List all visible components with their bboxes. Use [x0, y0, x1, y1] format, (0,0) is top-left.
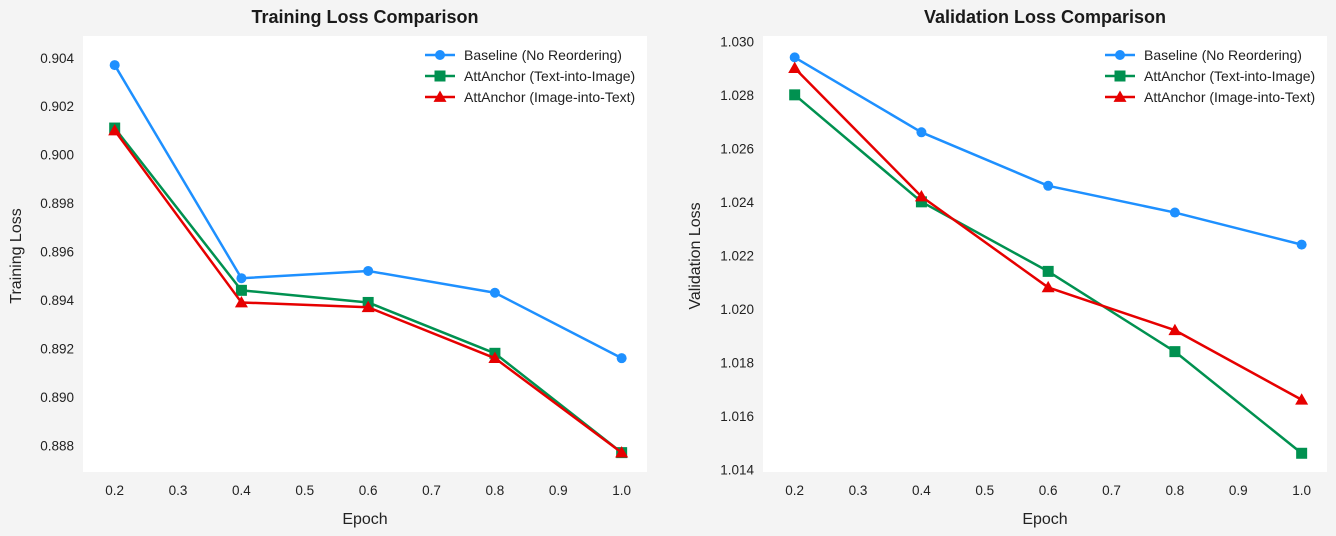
series-1-point — [1169, 346, 1181, 358]
x-axis-label: Epoch — [1022, 511, 1067, 528]
legend: Baseline (No Reordering) AttAnchor (Text-… — [1105, 47, 1315, 105]
legend-marker-1 — [434, 70, 446, 82]
y-tick-label: 0.904 — [40, 51, 74, 66]
series-0-point — [109, 60, 120, 71]
series-0-point — [363, 265, 374, 276]
chart-title: Training Loss Comparison — [251, 7, 478, 27]
x-tick-label: 0.6 — [1039, 483, 1058, 498]
y-tick-label: 1.026 — [720, 141, 754, 156]
x-tick-label: 1.0 — [1292, 483, 1311, 498]
series-1-point — [235, 284, 247, 296]
x-tick-label: 0.3 — [169, 483, 188, 498]
series-0-point — [1296, 239, 1307, 250]
series-2-point — [488, 351, 502, 364]
y-tick-label: 1.014 — [720, 462, 754, 477]
legend-label-1: AttAnchor (Text-into-Image) — [464, 68, 635, 84]
series-1-point — [1042, 265, 1054, 277]
y-tick-label: 1.024 — [720, 195, 754, 210]
series-0-point — [1043, 180, 1054, 191]
legend-marker-0 — [435, 50, 445, 60]
y-tick-label: 1.028 — [720, 88, 754, 103]
series-0-point — [616, 353, 627, 364]
chart-title: Validation Loss Comparison — [924, 7, 1166, 27]
validation-loss-chart: Validation Loss Comparison Epoch Validat… — [687, 7, 1327, 528]
legend: Baseline (No Reordering) AttAnchor (Text-… — [425, 47, 635, 105]
x-tick-label: 0.9 — [549, 483, 568, 498]
legend-marker-1 — [1114, 70, 1126, 82]
y-tick-label: 0.894 — [40, 293, 74, 308]
series-0-point — [1169, 207, 1180, 218]
x-tick-label: 0.5 — [975, 483, 994, 498]
y-tick-labels: 0.888 0.890 0.892 0.894 0.896 0.898 0.900 0.902… — [40, 51, 74, 454]
legend-label-0: Baseline (No Reordering) — [464, 47, 622, 63]
y-tick-label: 1.030 — [720, 34, 754, 49]
series-2-point — [1041, 280, 1055, 293]
series-1-point — [915, 196, 927, 208]
legend-label-2: AttAnchor (Image-into-Text) — [464, 89, 635, 105]
x-tick-label: 0.4 — [232, 483, 251, 498]
x-tick-label: 0.7 — [1102, 483, 1121, 498]
y-tick-label: 0.890 — [40, 390, 74, 405]
legend-label-2: AttAnchor (Image-into-Text) — [1144, 89, 1315, 105]
x-tick-label: 0.6 — [359, 483, 378, 498]
y-tick-label: 0.888 — [40, 438, 74, 453]
series-0-point — [789, 52, 800, 63]
legend-label-0: Baseline (No Reordering) — [1144, 47, 1302, 63]
x-tick-label: 0.8 — [1166, 483, 1185, 498]
legend-marker-2 — [1113, 90, 1127, 102]
x-tick-label: 1.0 — [612, 483, 631, 498]
series-2-point — [615, 446, 629, 458]
legend-marker-2 — [433, 90, 447, 102]
y-tick-label: 0.892 — [40, 341, 74, 356]
x-tick-label: 0.2 — [105, 483, 124, 498]
x-tick-labels: 0.2 0.3 0.4 0.5 0.6 0.7 0.8 0.9 1.0 — [105, 483, 631, 498]
y-tick-label: 0.902 — [40, 99, 74, 114]
series-1-point — [789, 89, 801, 101]
series-layer — [788, 52, 1309, 459]
series-2-point — [914, 189, 928, 202]
x-tick-label: 0.2 — [785, 483, 804, 498]
series-0-point — [236, 273, 247, 284]
x-tick-label: 0.4 — [912, 483, 931, 498]
series-2-point — [234, 295, 248, 308]
series-2-point — [1295, 393, 1309, 405]
series-0-point — [489, 287, 500, 298]
x-axis-label: Epoch — [342, 511, 387, 528]
y-tick-label: 0.896 — [40, 245, 74, 260]
legend-label-1: AttAnchor (Text-into-Image) — [1144, 68, 1315, 84]
x-tick-label: 0.3 — [849, 483, 868, 498]
y-tick-label: 1.016 — [720, 409, 754, 424]
y-tick-labels: 1.014 1.016 1.018 1.020 1.022 1.024 1.026 1.028… — [720, 34, 754, 477]
y-tick-label: 1.018 — [720, 355, 754, 370]
x-tick-labels: 0.2 0.3 0.4 0.5 0.6 0.7 0.8 0.9 1.0 — [785, 483, 1311, 498]
x-tick-label: 0.9 — [1229, 483, 1248, 498]
series-layer — [108, 60, 629, 459]
y-tick-label: 1.020 — [720, 302, 754, 317]
series-2-point — [1168, 323, 1182, 336]
training-loss-chart: Training Loss Comparison Epoch Training … — [8, 7, 647, 528]
series-2-point — [361, 300, 375, 313]
y-tick-label: 0.900 — [40, 148, 74, 163]
series-1-point — [1296, 447, 1308, 459]
x-tick-label: 0.8 — [486, 483, 505, 498]
series-2-point — [108, 123, 122, 136]
legend-marker-0 — [1115, 50, 1125, 60]
series-2-point — [788, 61, 802, 73]
series-0-point — [916, 127, 927, 138]
x-tick-label: 0.5 — [295, 483, 314, 498]
x-tick-label: 0.7 — [422, 483, 441, 498]
y-tick-label: 0.898 — [40, 196, 74, 211]
y-tick-label: 1.022 — [720, 248, 754, 263]
y-axis-label: Validation Loss — [687, 202, 704, 309]
y-axis-label: Training Loss — [8, 208, 25, 303]
